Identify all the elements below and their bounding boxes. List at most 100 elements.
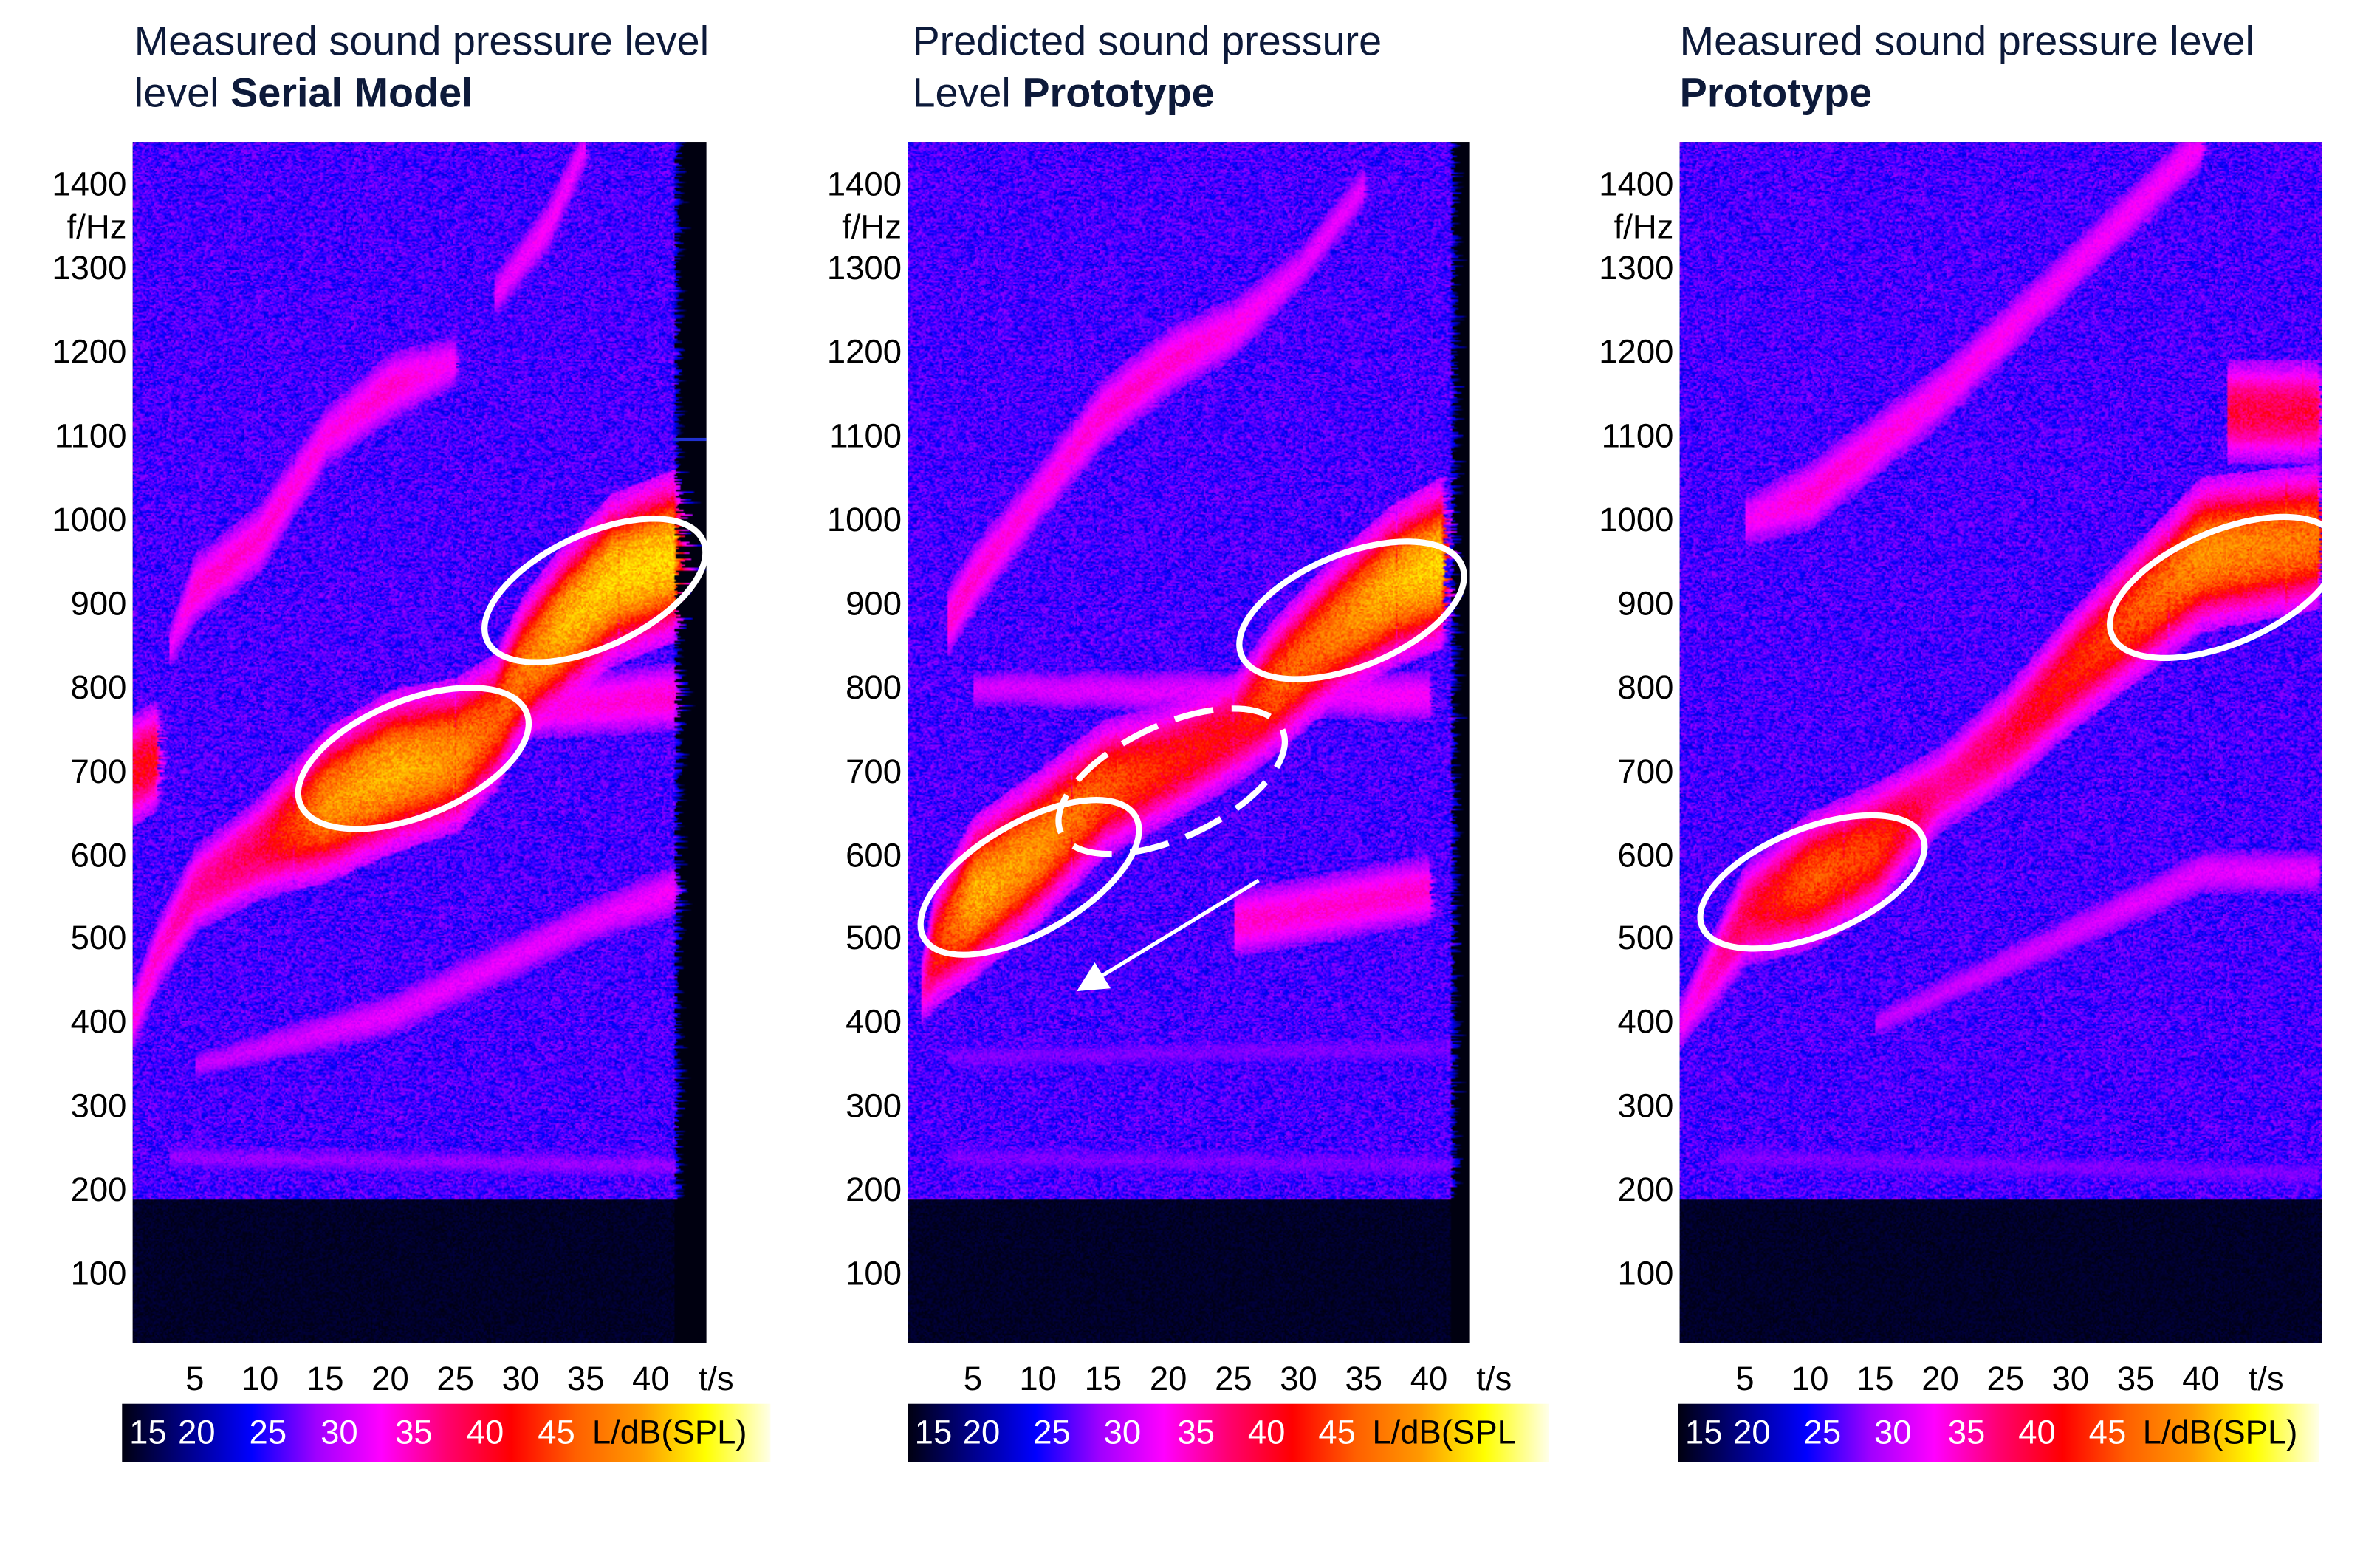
x-tick-label: 40 (1410, 1359, 1448, 1398)
dashed-highlight-ellipse (1055, 705, 1289, 857)
colorbar-tick-label: 15 (914, 1413, 953, 1451)
colorbar-tick-label: 20 (177, 1413, 216, 1451)
colorbar-tick-label: 40 (466, 1413, 504, 1451)
y-tick-label: 400 (846, 1002, 902, 1041)
highlight-ellipse (917, 797, 1142, 958)
y-tick-label: 700 (1617, 751, 1674, 790)
y-tick-label: 100 (70, 1254, 127, 1292)
y-tick-label: 800 (1617, 668, 1674, 706)
y-tick-label: 1000 (1599, 500, 1674, 539)
colorbar-label: L/dB(SPL (1372, 1413, 1516, 1451)
x-tick-label: 10 (241, 1359, 279, 1398)
y-tick-label: 400 (1617, 1002, 1674, 1041)
y-tick-label: 200 (70, 1170, 127, 1209)
x-tick-label: 30 (2051, 1359, 2090, 1398)
panel-3-title: Measured sound pressure level Prototype (1680, 16, 2254, 119)
spectrogram-canvas (1679, 142, 2322, 1343)
x-tick-label: 15 (306, 1359, 344, 1398)
y-tick-label: 600 (846, 835, 902, 874)
colorbar-tick-label: 35 (1177, 1413, 1215, 1451)
y-tick-label: 1200 (1599, 332, 1674, 372)
spectrogram-canvas (908, 142, 1470, 1343)
y-tick-label: 1100 (829, 417, 902, 455)
colorbar-tick-label: 15 (129, 1413, 167, 1451)
y-axis-label: f/Hz (1613, 207, 1674, 246)
y-tick-label: 900 (1617, 583, 1674, 623)
x-tick-label: 35 (2116, 1359, 2155, 1398)
y-tick-label: 1400 (1599, 165, 1674, 204)
colorbar-tick-label: 30 (1873, 1413, 1912, 1451)
highlight-ellipse (481, 516, 709, 665)
colorbar-tick-label: 40 (1247, 1413, 1286, 1451)
colorbar-tick-label: 45 (1318, 1413, 1356, 1451)
colorbar-label: L/dB(SPL) (591, 1413, 747, 1451)
y-tick-label: 900 (70, 583, 127, 623)
spectrogram-2 (908, 142, 1470, 1343)
panel-2-title-bold: Prototype (1022, 70, 1215, 117)
y-tick-label: 900 (846, 583, 902, 623)
x-tick-label: 35 (1345, 1359, 1383, 1398)
highlight-ellipse (295, 685, 532, 832)
panel-2-title-text: Predicted sound pressure (912, 18, 1382, 64)
x-tick-label: 30 (501, 1359, 540, 1398)
y-tick-label: 200 (1617, 1170, 1674, 1209)
x-tick-label: 35 (566, 1359, 605, 1398)
y-tick-label: 700 (846, 751, 902, 790)
y-tick-label: 700 (70, 751, 127, 790)
spectrogram-canvas (132, 142, 707, 1343)
y-tick-label: 1000 (826, 500, 902, 539)
x-tick-label: 20 (371, 1359, 409, 1398)
y-tick-label: 400 (70, 1002, 127, 1041)
colorbar-tick-label: 45 (538, 1413, 575, 1451)
highlight-ellipse (2107, 513, 2342, 662)
y-tick-label: 1300 (52, 249, 127, 287)
x-tick-label: 25 (1986, 1359, 2025, 1398)
panel-2-title: Predicted sound pressure Level Prototype (912, 16, 1382, 119)
colorbar-tick-label: 40 (2018, 1413, 2056, 1451)
colorbar-label: L/dB(SPL) (2142, 1413, 2298, 1451)
colorbar-tick-label: 20 (962, 1413, 1001, 1451)
y-tick-label: 800 (70, 668, 127, 706)
x-tick-label: 15 (1856, 1359, 1894, 1398)
y-tick-label: 100 (846, 1254, 902, 1292)
y-tick-label: 500 (70, 919, 127, 958)
y-tick-label: 600 (70, 835, 127, 874)
x-axis-label: t/s (698, 1359, 734, 1398)
colorbar-tick-label: 35 (1947, 1413, 1986, 1451)
colorbar-tick-label: 45 (2088, 1413, 2127, 1451)
y-tick-label: 1400 (52, 165, 127, 204)
panel-1-title: Measured sound pressure level level Seri… (134, 18, 710, 117)
panel-1-title-text: Measured sound pressure level (134, 18, 710, 64)
x-tick-label: 5 (963, 1359, 983, 1398)
colorbar-tick-label: 25 (1033, 1413, 1071, 1451)
x-tick-label: 20 (1921, 1359, 1959, 1398)
y-axis-label: f/Hz (66, 207, 127, 246)
panel-3-title-text: Measured sound pressure level (1679, 18, 2254, 64)
colorbar-tick-label: 20 (1733, 1413, 1771, 1451)
colorbar-tick-label: 35 (395, 1413, 433, 1451)
y-tick-label: 500 (846, 919, 902, 958)
x-tick-label: 40 (2182, 1359, 2220, 1398)
x-tick-label: 15 (1084, 1359, 1122, 1398)
x-tick-label: 10 (1791, 1359, 1829, 1398)
x-tick-label: 5 (1735, 1359, 1755, 1398)
spectrogram-3 (1679, 142, 2322, 1343)
colorbar-tick-label: 15 (1685, 1413, 1723, 1451)
edge-line (673, 437, 707, 442)
y-tick-label: 300 (70, 1086, 127, 1126)
highlight-ellipse (1236, 538, 1467, 682)
y-tick-label: 100 (1617, 1254, 1674, 1292)
highlight-ellipse (1697, 812, 1928, 952)
y-tick-label: 600 (1617, 835, 1674, 874)
y-tick-label: 1300 (1599, 249, 1674, 287)
colorbar-tick-label: 25 (249, 1413, 287, 1451)
panel-1-title-bold: Serial Model (230, 70, 473, 117)
y-tick-label: 1300 (826, 249, 902, 287)
y-tick-label: 1000 (52, 500, 127, 539)
x-tick-label: 10 (1019, 1359, 1057, 1398)
x-tick-label: 40 (632, 1359, 670, 1398)
colorbar-tick-label: 30 (1103, 1413, 1142, 1451)
y-axis-label: f/Hz (842, 207, 902, 246)
y-tick-label: 1200 (826, 332, 902, 372)
